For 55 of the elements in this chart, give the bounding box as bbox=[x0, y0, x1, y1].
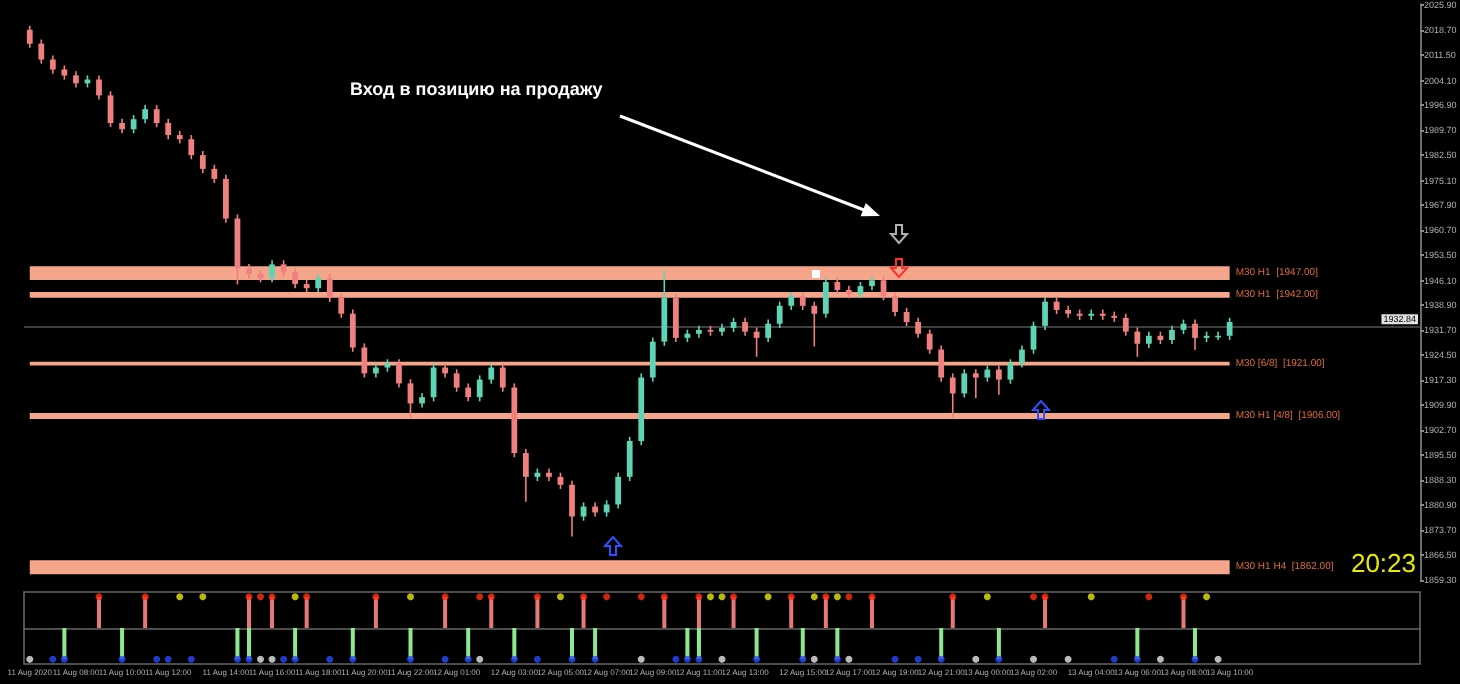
candlestick bbox=[453, 368, 460, 393]
annotation: Вход в позицию на продажу bbox=[350, 79, 603, 99]
candlestick bbox=[1042, 296, 1048, 331]
candlestick bbox=[672, 292, 679, 343]
candlestick bbox=[188, 134, 195, 161]
candlestick bbox=[996, 364, 1002, 396]
candlestick bbox=[569, 479, 575, 538]
candlestick bbox=[361, 342, 368, 379]
candlestick bbox=[1226, 317, 1233, 341]
candlestick bbox=[822, 277, 829, 319]
candlestick bbox=[315, 273, 322, 294]
candlestick bbox=[892, 291, 898, 317]
candlestick bbox=[649, 336, 656, 383]
candlestick bbox=[165, 118, 172, 140]
candlestick bbox=[915, 317, 922, 339]
candlestick bbox=[349, 308, 356, 353]
candlestick bbox=[223, 173, 229, 224]
candlestick bbox=[199, 150, 206, 174]
candlestick bbox=[269, 259, 275, 284]
candlestick bbox=[926, 328, 933, 355]
candlestick bbox=[142, 104, 149, 125]
candlestick bbox=[765, 318, 772, 343]
candlestick bbox=[1111, 310, 1118, 323]
candlestick bbox=[1134, 326, 1141, 358]
candlestick bbox=[476, 374, 483, 403]
annotation: 20:23 bbox=[1350, 548, 1417, 578]
candlestick bbox=[661, 269, 668, 347]
candlestick bbox=[1099, 308, 1106, 321]
candlestick bbox=[1192, 318, 1198, 351]
candlestick bbox=[961, 368, 968, 399]
candlestick bbox=[96, 74, 102, 101]
candlestick bbox=[1019, 344, 1025, 369]
candlestick bbox=[153, 104, 160, 128]
candlestick bbox=[972, 368, 979, 400]
candlestick bbox=[1169, 325, 1175, 345]
candlestick bbox=[1007, 358, 1014, 385]
candlestick bbox=[615, 471, 622, 510]
candlestick bbox=[776, 300, 783, 329]
candlestick bbox=[338, 292, 345, 319]
candlestick bbox=[1122, 312, 1129, 337]
candlestick bbox=[326, 273, 333, 303]
candlestick bbox=[938, 344, 945, 383]
candlestick bbox=[488, 362, 495, 385]
candlestick bbox=[38, 38, 45, 65]
candlestick bbox=[522, 448, 529, 503]
candlestick bbox=[49, 54, 56, 75]
candlestick bbox=[811, 300, 818, 348]
candlestick bbox=[1088, 308, 1095, 321]
candlestick bbox=[211, 163, 218, 184]
candlestick bbox=[499, 362, 506, 393]
candlestick bbox=[292, 267, 299, 290]
candlestick bbox=[26, 24, 33, 49]
candlestick bbox=[626, 436, 633, 482]
candlestick bbox=[949, 372, 956, 418]
candlestick bbox=[396, 358, 402, 389]
